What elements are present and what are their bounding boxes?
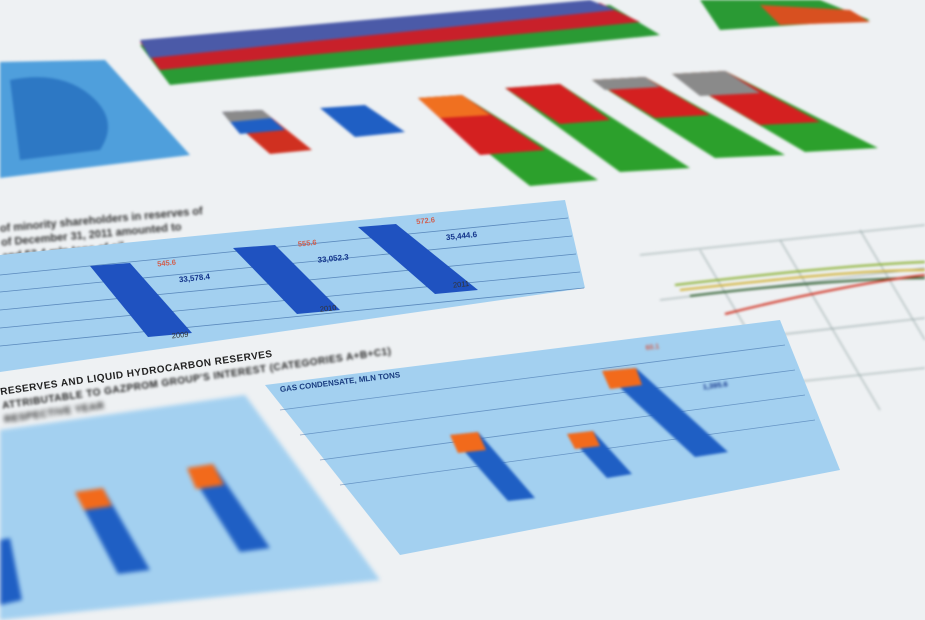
year-2010: 2010 — [319, 303, 337, 314]
gas-condensate-chart: GAS CONDENSATE, MLN TONS 60.1 1,395.6 — [265, 320, 840, 555]
value-main-2011: 1,395.6 — [702, 379, 728, 391]
stacked-area-chart — [140, 0, 870, 85]
value-main-2009: 33,578.4 — [178, 272, 210, 284]
map-image — [0, 60, 190, 178]
gas-reserves-chart: 545.6 33,578.4 2009 555.6 33,052.3 2010 … — [0, 200, 585, 372]
value-main-2010: 33,052.3 — [317, 252, 349, 264]
value-minority-2010: 555.6 — [297, 238, 317, 249]
bar-2009 — [90, 263, 192, 337]
value-minority-2009: 545.6 — [157, 258, 177, 269]
stacked-bar-chart — [222, 71, 878, 186]
year-2011: 2011 — [453, 279, 470, 290]
value-minority-2011: 572.6 — [416, 215, 436, 226]
value-top-2011: 60.1 — [645, 343, 659, 352]
value-main-2011: 35,444.6 — [446, 230, 478, 242]
bottom-left-chart — [0, 395, 380, 620]
bar-2010 — [233, 245, 340, 314]
year-2009: 2009 — [171, 330, 189, 341]
bar-2011 — [358, 224, 478, 294]
